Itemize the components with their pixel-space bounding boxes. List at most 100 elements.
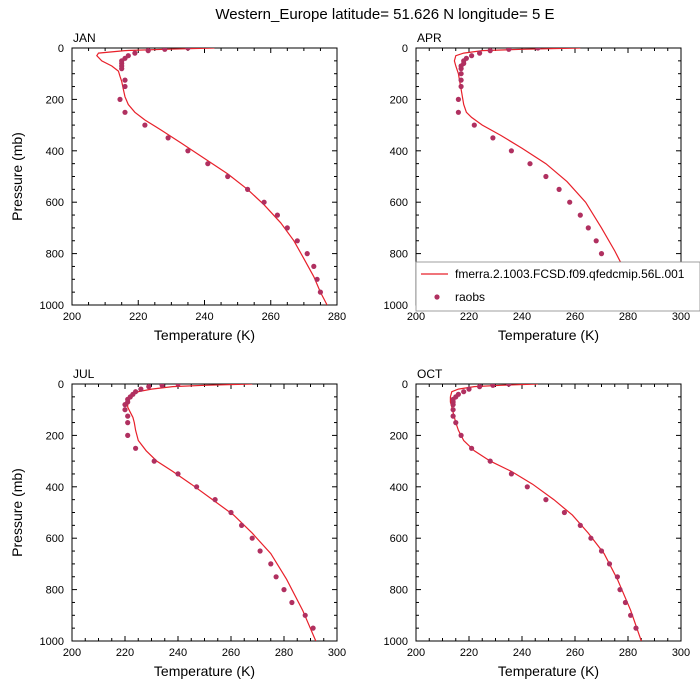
x-tick-label: 200 — [63, 311, 81, 323]
raobs-point — [469, 445, 475, 451]
y-tick-label: 1000 — [40, 636, 64, 648]
raobs-point — [567, 199, 573, 205]
y-tick-label: 400 — [46, 482, 64, 494]
raobs-point — [598, 251, 605, 257]
y-tick-label: 0 — [402, 379, 408, 391]
panel-title: JAN — [73, 31, 96, 45]
x-tick-label: 300 — [328, 647, 346, 659]
y-tick-label: 800 — [390, 585, 408, 597]
x-tick-label: 240 — [195, 311, 213, 323]
plot-area — [122, 384, 317, 641]
panel-oct: 200 220 240 260 280 300 0 200 400 600 800 1000 OCT Te… — [384, 367, 691, 679]
y-tick-label: 600 — [390, 533, 408, 545]
figure-title: Western_Europe latitude= 51.626 N longit… — [215, 6, 554, 23]
x-tick-label: 240 — [513, 311, 531, 323]
model-profile-line — [449, 384, 642, 641]
raobs-point — [450, 413, 456, 419]
x-tick-label: 200 — [407, 311, 425, 323]
legend-box — [415, 261, 700, 312]
raobs-point — [458, 432, 464, 438]
raobs-point — [506, 384, 512, 387]
raobs-point — [289, 599, 295, 606]
raobs-point — [450, 402, 456, 408]
raobs-point — [302, 612, 308, 618]
x-tick-label: 280 — [328, 311, 346, 323]
x-tick-label: 280 — [275, 647, 293, 659]
raobs-point — [122, 77, 128, 83]
panel-title: OCT — [417, 367, 443, 381]
raobs-point — [535, 48, 541, 51]
raobs-point — [194, 484, 200, 490]
x-tick-label: 200 — [63, 647, 81, 659]
x-axis-title: Temperature (K) — [154, 327, 255, 343]
raobs-point — [125, 413, 131, 419]
x-axis-title: Temperature (K) — [498, 663, 599, 679]
raobs-point — [122, 407, 128, 413]
raobs-point — [593, 238, 599, 244]
raobs-point — [310, 625, 316, 631]
raobs-point — [614, 574, 621, 580]
raobs-point — [561, 509, 568, 516]
y-tick-label: 200 — [390, 94, 408, 106]
y-tick-label: 600 — [390, 197, 408, 209]
raobs-point — [622, 599, 629, 606]
raobs-point — [556, 186, 562, 192]
raobs-point — [455, 109, 461, 115]
raobs-point — [490, 384, 496, 388]
model-profile-line — [127, 384, 317, 641]
raobs-point — [543, 497, 549, 503]
raobs-point — [633, 625, 639, 631]
x-tick-label: 260 — [262, 311, 280, 323]
panel-jul: 200 220 240 260 280 300 0 200 400 600 800 1000 JUL Te… — [9, 367, 346, 679]
x-tick-label: 260 — [566, 311, 584, 323]
raobs-point — [477, 50, 483, 56]
raobs-point — [317, 289, 323, 295]
legend-obs-swatch — [434, 294, 440, 300]
y-tick-label: 800 — [46, 585, 64, 597]
x-tick-label: 260 — [222, 647, 240, 659]
raobs-point — [311, 263, 317, 269]
y-axis-title: Pressure (mb) — [9, 132, 25, 221]
x-tick-label: 280 — [619, 647, 637, 659]
raobs-point — [175, 384, 181, 387]
raobs-point — [606, 561, 613, 567]
x-tick-label: 240 — [513, 647, 531, 659]
x-tick-label: 240 — [169, 647, 187, 659]
raobs-point — [455, 96, 461, 102]
legend-obs-label: raobs — [455, 290, 485, 304]
raobs-point — [508, 148, 514, 154]
raobs-point — [490, 135, 496, 141]
raobs-point — [458, 77, 464, 83]
y-tick-label: 400 — [390, 146, 408, 158]
raobs-point — [165, 135, 171, 141]
raobs-point — [458, 66, 464, 72]
raobs-point — [304, 251, 310, 257]
raobs-point — [257, 548, 263, 554]
y-tick-label: 200 — [390, 430, 408, 442]
legend-model-label: fmerra.2.1003.FCSD.f09.qfedcmip.56L.001 — [455, 267, 685, 281]
raobs-point — [239, 522, 245, 529]
raobs-point — [461, 389, 467, 395]
raobs-point — [125, 420, 131, 426]
raobs-point — [142, 122, 148, 128]
y-tick-label: 1000 — [40, 300, 64, 312]
raobs-point — [458, 71, 464, 77]
raobs-point — [138, 386, 144, 392]
y-tick-label: 200 — [46, 430, 64, 442]
raobs-point — [527, 161, 533, 167]
plot-area — [453, 48, 642, 305]
raobs-point — [450, 407, 456, 413]
raobs-point — [185, 148, 191, 154]
panel-jan: 200 220 240 260 280 0 200 400 600 800 1000 JAN Tempe… — [9, 31, 346, 343]
raobs-point — [261, 199, 267, 205]
raobs-point — [245, 186, 251, 192]
raobs-point — [175, 471, 181, 477]
raobs-point — [453, 420, 459, 426]
model-profile-line — [453, 48, 642, 305]
raobs-point — [274, 212, 280, 218]
y-tick-label: 400 — [46, 146, 64, 158]
raobs-point — [162, 48, 168, 52]
raobs-point — [466, 386, 472, 392]
raobs-point — [598, 548, 605, 554]
raobs-point — [487, 458, 493, 464]
